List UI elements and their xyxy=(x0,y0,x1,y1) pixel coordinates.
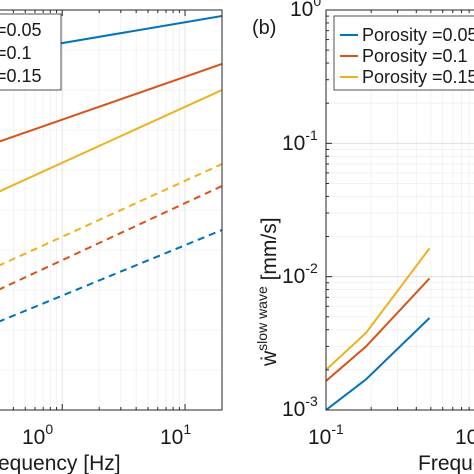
panel-b-legend-entry-3: Porosity =0.15 xyxy=(362,67,474,87)
panel-b-ytick-label-3: 10-2 xyxy=(282,260,318,288)
panel-b-series xyxy=(326,247,431,410)
panel-a-xtick-label-1: 100 xyxy=(22,421,53,449)
panel-b-legend-entry-2: Porosity =0.1 xyxy=(362,46,468,66)
panel-a-series-line-5 xyxy=(0,185,222,291)
panel-b-xtick-label-1: 10-1 xyxy=(308,421,344,449)
panel-a-series-line-4 xyxy=(0,163,222,267)
panel-b-legend-entry-1: Porosity =0.05 xyxy=(362,25,474,45)
panel-a-legend-entry-3: =0.15 xyxy=(0,66,42,86)
panel-b-series-line-3 xyxy=(326,247,431,371)
panel-a-legend-entry-2: =0.1 xyxy=(0,43,32,63)
panel-a-series-line-3 xyxy=(0,89,222,193)
panel-a-series-line-2 xyxy=(0,63,222,143)
panel-a-axes-box xyxy=(0,9,223,411)
panel-a: 100 101 equency [Hz] =0.05 =0.1 =0.15 xyxy=(0,9,223,474)
panel-b-ytick-label-4: 10-3 xyxy=(282,393,318,421)
panel-b-label: (b) xyxy=(252,17,276,39)
panel-b-x-axis-label: Freque xyxy=(418,452,474,474)
panel-a-ticks xyxy=(12,10,223,410)
panel-b: (b) 100 10-1 10-2 10-3 10-1 10 ẇslow wav… xyxy=(252,0,474,474)
panel-b-ticks xyxy=(325,9,470,411)
panel-b-ytick-label-2: 10-1 xyxy=(282,127,318,155)
panel-a-legend: =0.05 =0.1 =0.15 xyxy=(0,13,62,91)
panel-b-series-line-2 xyxy=(326,277,431,382)
panel-a-legend-box xyxy=(0,13,62,91)
panel-b-legend: Porosity =0.05 Porosity =0.1 Porosity =0… xyxy=(333,15,474,91)
panel-a-xtick-label-2: 101 xyxy=(160,421,191,449)
panel-b-axes-box xyxy=(325,9,474,411)
panel-a-x-axis-label: equency [Hz] xyxy=(0,452,121,474)
panel-b-y-axis-label: ẇslow wave [mm/s] xyxy=(254,217,281,367)
panel-a-series-line-6 xyxy=(0,229,222,323)
panel-a-legend-entry-1: =0.05 xyxy=(0,20,42,40)
panel-b-ytick-label-1: 100 xyxy=(290,0,321,21)
panel-b-series-line-1 xyxy=(326,317,431,410)
panel-b-xtick-label-2: 10 xyxy=(455,426,474,449)
